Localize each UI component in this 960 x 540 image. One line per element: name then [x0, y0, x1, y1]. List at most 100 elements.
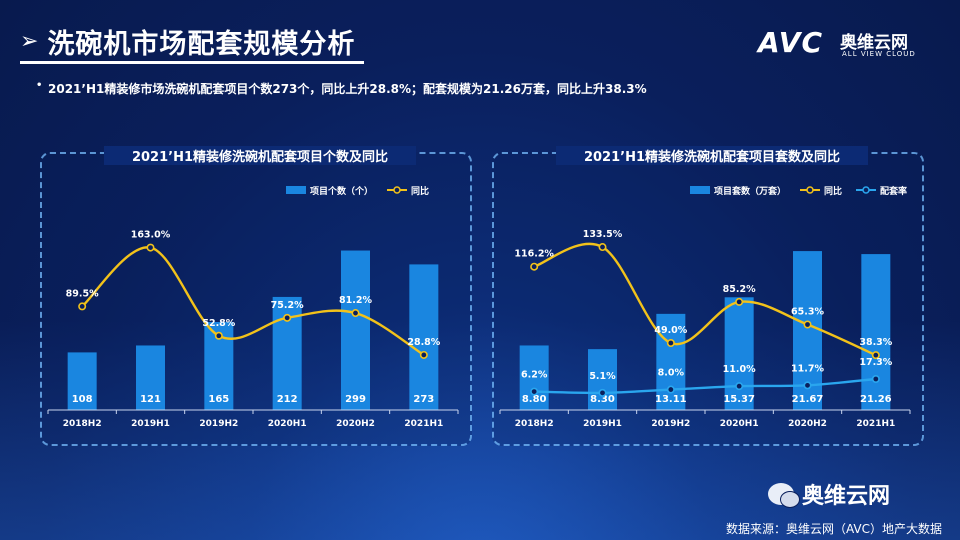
- chart-1: 项目个数（个） 同比 108 121 165 212 299 273 2018H2 2019H1 2…: [47, 185, 459, 429]
- bar-label-2019H1: 121: [140, 394, 161, 405]
- point-yoy-2020H2: [351, 309, 360, 318]
- point-label-rate-2020H2: 11.7%: [791, 363, 824, 374]
- x-tick-2019H2: 2019H2: [199, 419, 238, 429]
- bullet-icon: •: [36, 80, 43, 91]
- point-yoy-2018H2: [78, 302, 87, 311]
- legend-marker-2: [862, 186, 870, 194]
- point-rate-2020H2: [803, 381, 812, 390]
- bar-2021H1: [409, 264, 439, 410]
- page-title-text: 洗碗机市场配套规模分析: [47, 29, 356, 60]
- legend-label-2: 配套率: [880, 185, 907, 197]
- legend-label-0: 项目个数（个）: [310, 185, 373, 197]
- bar-2021H1: [861, 254, 891, 410]
- point-label-yoy-2020H1: 75.2%: [271, 300, 304, 311]
- data-source: 数据来源：奥维云网（AVC）地产大数据: [725, 522, 942, 536]
- bar-label-2020H1: 212: [277, 394, 298, 405]
- bar-label-2020H2: 299: [345, 394, 366, 405]
- point-rate-2019H2: [666, 385, 675, 394]
- point-label-yoy-2019H1: 163.0%: [131, 230, 171, 241]
- point-yoy-2019H1: [146, 243, 155, 252]
- point-label-yoy-2020H2: 81.2%: [339, 295, 372, 306]
- x-tick-2019H1: 2019H1: [583, 419, 622, 429]
- point-label-yoy-2020H1: 85.2%: [723, 284, 756, 295]
- point-rate-2021H1: [871, 375, 880, 384]
- bar-label-2021H1: 273: [413, 394, 434, 405]
- x-tick-2018H2: 2018H2: [63, 419, 102, 429]
- title-arrow-icon: ➢: [20, 29, 40, 54]
- bar-label-2018H2: 8.80: [522, 394, 547, 405]
- point-yoy-2021H1: [419, 350, 428, 359]
- legend-label-1: 同比: [411, 185, 429, 197]
- title-underline: [20, 61, 364, 64]
- chart-1-title: 2021’H1精装修洗碗机配套项目个数及同比: [104, 146, 416, 165]
- page-title: ➢ 洗碗机市场配套规模分析: [20, 22, 355, 61]
- point-label-rate-2019H2: 8.0%: [658, 368, 685, 379]
- point-rate-2020H1: [735, 382, 744, 391]
- point-yoy-2019H2: [666, 339, 675, 348]
- legend-marker-1: [806, 186, 814, 194]
- bar-2019H2: [656, 313, 686, 410]
- legend-label-1: 同比: [824, 185, 842, 197]
- summary-content: 2021’H1精装修市场洗碗机配套项目个数273个，同比上升28.8%；配套规模…: [48, 82, 647, 96]
- bar-label-2019H2: 165: [208, 394, 229, 405]
- point-label-yoy-2021H1: 28.8%: [407, 337, 440, 348]
- point-label-yoy-2019H1: 133.5%: [583, 229, 623, 240]
- point-label-yoy-2018H2: 89.5%: [66, 288, 99, 299]
- line-yoy: [533, 242, 877, 357]
- point-label-yoy-2021H1: 38.3%: [859, 337, 892, 348]
- bar-2020H1: [724, 297, 754, 410]
- x-tick-2020H1: 2020H1: [268, 419, 307, 429]
- x-tick-2020H1: 2020H1: [720, 419, 759, 429]
- x-tick-2021H1: 2021H1: [404, 419, 443, 429]
- point-rate-2019H1: [598, 388, 607, 397]
- point-label-rate-2018H2: 6.2%: [521, 370, 548, 381]
- chart-2-title: 2021’H1精装修洗碗机配套项目套数及同比: [556, 146, 868, 165]
- wechat-icon: [768, 483, 800, 508]
- point-label-yoy-2019H2: 49.0%: [654, 325, 687, 336]
- wechat-badge: 奥维云网: [768, 478, 890, 510]
- logo-cn: 奥维云网: [840, 33, 908, 53]
- x-tick-2020H2: 2020H2: [336, 419, 375, 429]
- logo-main: AVC: [758, 26, 823, 59]
- point-yoy-2019H1: [598, 243, 607, 252]
- point-label-yoy-2019H2: 52.8%: [202, 318, 235, 329]
- bar-2018H2: [519, 345, 549, 410]
- chart-2: 项目套数（万套） 同比 配套率 8.80 8.30 13.11 15.37 21.67 21.2…: [499, 185, 911, 429]
- point-label-rate-2021H1: 17.3%: [859, 357, 892, 368]
- point-yoy-2021H1: [871, 351, 880, 360]
- legend-swatch-0: [286, 186, 306, 194]
- bar-label-2020H1: 15.37: [723, 394, 755, 405]
- point-label-yoy-2020H2: 65.3%: [791, 306, 824, 317]
- bar-label-2019H2: 13.11: [655, 394, 687, 405]
- chart-panel-1: [40, 152, 472, 446]
- bar-label-2019H1: 8.30: [590, 394, 615, 405]
- chart-panel-2: [492, 152, 924, 446]
- wechat-label: 奥维云网: [802, 484, 891, 509]
- bar-2019H1: [136, 345, 165, 410]
- point-label-rate-2020H1: 11.0%: [723, 364, 756, 375]
- x-tick-2018H2: 2018H2: [515, 419, 554, 429]
- point-yoy-2018H2: [530, 262, 539, 271]
- summary-text: • 2021’H1精装修市场洗碗机配套项目个数273个，同比上升28.8%；配套…: [36, 80, 647, 97]
- x-tick-2020H2: 2020H2: [788, 419, 827, 429]
- bar-2020H2: [341, 250, 370, 410]
- avc-logo: AVC 奥维云网 ALL VIEW CLOUD: [758, 26, 948, 62]
- point-yoy-2019H2: [214, 331, 223, 340]
- point-yoy-2020H1: [283, 313, 292, 322]
- logo-en: ALL VIEW CLOUD: [842, 50, 916, 58]
- legend-label-0: 项目套数（万套）: [714, 185, 786, 197]
- bar-2019H1: [588, 349, 617, 410]
- point-yoy-2020H2: [803, 320, 812, 329]
- bar-label-2020H2: 21.67: [792, 394, 824, 405]
- point-yoy-2020H1: [735, 297, 744, 306]
- point-rate-2018H2: [530, 387, 539, 396]
- x-tick-2021H1: 2021H1: [856, 419, 895, 429]
- bar-label-2018H2: 108: [72, 394, 93, 405]
- point-label-rate-2019H1: 5.1%: [589, 371, 616, 382]
- legend-swatch-0: [690, 186, 710, 194]
- line-rate: [534, 377, 876, 395]
- x-tick-2019H2: 2019H2: [651, 419, 690, 429]
- x-tick-2019H1: 2019H1: [131, 419, 170, 429]
- point-label-yoy-2018H2: 116.2%: [514, 249, 554, 260]
- bar-label-2021H1: 21.26: [860, 394, 892, 405]
